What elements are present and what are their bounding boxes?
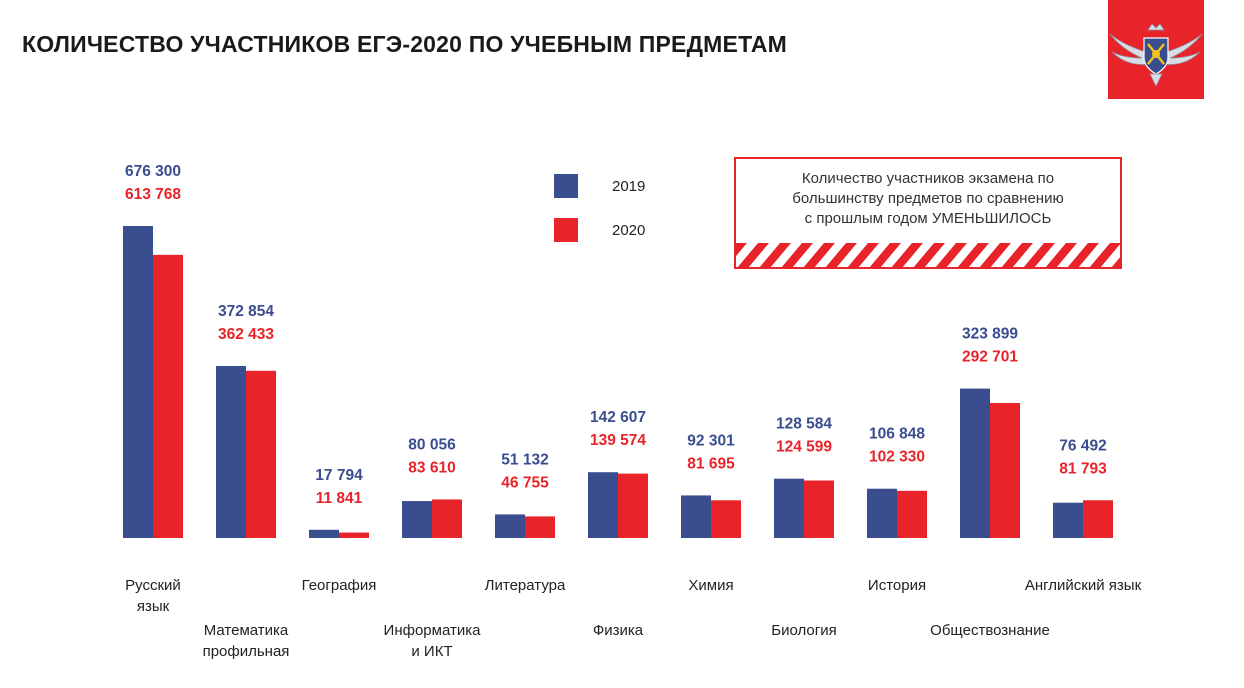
bar-2020-3	[432, 499, 462, 538]
rosobrnadzor-emblem-icon	[1108, 0, 1204, 99]
value-label-2020-0: 613 768	[125, 186, 181, 203]
notice-line-2: большинству предметов по сравнению	[792, 190, 1064, 207]
notice-line-1: Количество участников экзамена по	[801, 170, 1055, 187]
category-label-6-0: Химия	[688, 577, 733, 594]
value-label-2019-5: 142 607	[590, 409, 646, 426]
bar-2020-4	[525, 516, 555, 538]
notice-text: Количество участников экзамена по больши…	[736, 169, 1120, 229]
category-label-2-0: География	[302, 577, 377, 594]
notice-box: Количество участников экзамена по больши…	[734, 157, 1122, 269]
legend-item-2020: 2020	[554, 218, 645, 242]
legend-swatch-2019	[554, 174, 578, 198]
bar-2020-6	[711, 500, 741, 538]
bar-2019-10	[1053, 502, 1083, 538]
bar-2020-8	[897, 490, 927, 538]
value-label-2019-0: 676 300	[125, 163, 181, 180]
category-label-8-0: История	[868, 577, 926, 594]
value-label-2020-6: 81 695	[687, 455, 735, 472]
legend-label-2019: 2019	[612, 177, 646, 195]
bar-2019-3	[402, 501, 432, 538]
value-label-2020-5: 139 574	[590, 432, 646, 449]
value-label-2019-4: 51 132	[501, 451, 548, 468]
bar-2020-0	[153, 254, 183, 538]
bar-2019-6	[681, 495, 711, 538]
bar-2019-4	[495, 514, 525, 538]
value-label-2019-7: 128 584	[776, 416, 832, 433]
bar-2019-2	[309, 529, 339, 538]
category-label-3-1: и ИКТ	[411, 643, 452, 660]
value-label-2019-1: 372 854	[218, 303, 274, 320]
legend-label-2020: 2020	[612, 221, 646, 239]
bar-2019-0	[123, 226, 153, 538]
category-label-0-1: язык	[137, 598, 170, 615]
category-label-9-0: Обществознание	[930, 622, 1050, 639]
bar-2020-7	[804, 480, 834, 538]
emblem	[1108, 0, 1204, 99]
legend-item-2019: 2019	[554, 174, 645, 198]
value-label-2020-10: 81 793	[1059, 460, 1107, 477]
bar-2019-7	[774, 478, 804, 538]
category-label-3-0: Информатика	[384, 622, 482, 639]
value-label-2020-7: 124 599	[776, 439, 832, 456]
hazard-stripes	[736, 243, 1120, 267]
page-title: КОЛИЧЕСТВО УЧАСТНИКОВ ЕГЭ-2020 ПО УЧЕБНЫ…	[22, 31, 788, 57]
legend-swatch-2020	[554, 218, 578, 242]
value-label-2020-3: 83 610	[408, 459, 455, 476]
value-label-2019-10: 76 492	[1059, 437, 1106, 454]
bar-2019-8	[867, 488, 897, 538]
value-label-2019-8: 106 848	[869, 426, 925, 443]
bar-2020-9	[990, 402, 1020, 538]
category-label-1-0: Математика	[204, 622, 289, 639]
bar-2019-9	[960, 388, 990, 538]
category-label-7-0: Биология	[771, 622, 836, 639]
value-label-2020-9: 292 701	[962, 349, 1018, 366]
category-label-1-1: профильная	[203, 643, 290, 660]
value-label-2020-1: 362 433	[218, 326, 274, 343]
value-label-2019-9: 323 899	[962, 326, 1018, 343]
bar-2019-1	[216, 365, 246, 538]
category-label-0-0: Русский	[125, 577, 181, 594]
bar-2020-5	[618, 473, 648, 538]
value-label-2020-2: 11 841	[316, 490, 363, 507]
bar-2020-10	[1083, 500, 1113, 538]
notice-line-3: с прошлым годом УМЕНЬШИЛОСЬ	[804, 210, 1052, 227]
category-label-4-0: Литература	[485, 577, 566, 594]
value-label-2020-4: 46 755	[501, 474, 549, 491]
category-label-5-0: Физика	[593, 622, 644, 639]
value-label-2019-3: 80 056	[408, 436, 456, 453]
bar-2020-2	[339, 532, 369, 538]
value-label-2019-2: 17 794	[315, 467, 363, 484]
category-label-10-0: Английский язык	[1025, 577, 1142, 594]
value-label-2019-6: 92 301	[687, 432, 735, 449]
bar-2020-1	[246, 370, 276, 538]
value-label-2020-8: 102 330	[869, 449, 925, 466]
bar-2019-5	[588, 472, 618, 538]
